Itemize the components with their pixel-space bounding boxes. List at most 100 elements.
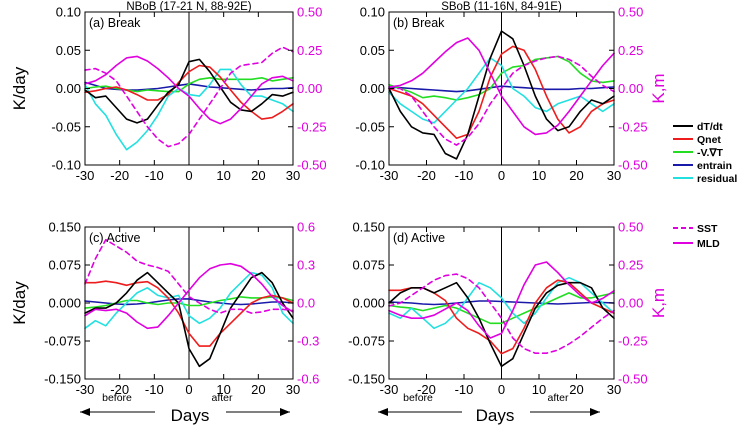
- y-left-tick-label: -0.150: [348, 372, 385, 387]
- y-left-tick-label: 0.075: [352, 258, 385, 273]
- legend-label-resid: residual: [697, 173, 737, 185]
- x-tick-label: 0: [498, 382, 505, 397]
- after-arrowhead-right: [590, 408, 600, 416]
- y-right-tick-label: -0.6: [297, 372, 319, 387]
- y-right-tick-label: 0.50: [618, 5, 643, 20]
- x-tick-label: 10: [216, 168, 230, 183]
- y-right-tick-label: -0.3: [297, 334, 319, 349]
- before-label-right: before: [403, 392, 433, 404]
- y-right-tick-label: 0.50: [618, 220, 643, 235]
- x-tick-label: -30: [380, 168, 399, 183]
- x-tick-label: 20: [251, 382, 265, 397]
- x-tick-label: 30: [607, 168, 621, 183]
- series-line-sst: [84, 46, 294, 148]
- x-tick-label: 20: [251, 168, 265, 183]
- before-label-left: before: [102, 392, 132, 404]
- series-line-adv: [388, 292, 615, 325]
- legend-label-sst: SST: [697, 223, 718, 235]
- y-right-tick-label: 0.3: [297, 258, 315, 273]
- series-line-dtdt: [388, 30, 615, 160]
- series-line-mld: [84, 55, 294, 125]
- after-arrowhead-left: [280, 408, 290, 416]
- before-arrowhead-left: [80, 408, 90, 416]
- series-line-resid: [84, 68, 294, 151]
- y-right-tick-label: 0.6: [297, 220, 315, 235]
- x-tick-label: 0: [185, 168, 192, 183]
- y-left-tick-label: 0.075: [48, 258, 81, 273]
- panel-title: NBoB (17-21 N, 88-92E): [126, 1, 251, 13]
- x-tick-label: -30: [76, 382, 95, 397]
- series-line-adv: [388, 55, 615, 101]
- x-tick-label: 10: [532, 168, 546, 183]
- y-right-tick-label: -0.50: [618, 372, 648, 387]
- days-label-right: Days: [476, 406, 515, 425]
- panel-label: (a) Break: [89, 16, 141, 30]
- y-right-tick-label: 0.25: [618, 43, 643, 58]
- y-axis-title-left: K/day: [10, 66, 29, 110]
- y-right-tick-label: -0.25: [297, 119, 327, 134]
- panel-3: -30 -20 -10 0 10 20 30 -0.150 -0.075 0.000 0.075 0.…: [10, 220, 319, 398]
- y-left-tick-label: -0.05: [355, 119, 385, 134]
- panel-title: SBoB (11-16N, 84-91E): [441, 1, 562, 13]
- legend-label-adv: -V.∇T: [697, 147, 723, 159]
- series-line-entrain: [388, 300, 615, 306]
- x-tick-label: -10: [145, 168, 164, 183]
- y-right-tick-label: -0.25: [618, 119, 648, 134]
- panel-4: -30 -20 -10 0 10 20 30 -0.150 -0.075 0.000 0.075 0.…: [348, 220, 668, 398]
- x-tick-label: 20: [569, 382, 583, 397]
- y-left-tick-label: 0.05: [56, 43, 81, 58]
- legend-label-mld: MLD: [697, 238, 720, 250]
- series-line-dtdt: [84, 58, 294, 124]
- y-left-tick-label: 0.150: [352, 220, 385, 235]
- panel-1: -30 -20 -10 0 10 20 30 -0.10 -0.05 0.00 0.05 0.10 -0…: [10, 1, 327, 183]
- panel-label: (c) Active: [89, 231, 140, 245]
- y-right-tick-label: 0.25: [618, 258, 643, 273]
- x-tick-label: -30: [380, 382, 399, 397]
- series-line-dtdt: [388, 281, 615, 368]
- series-line-resid: [388, 57, 615, 124]
- y-left-tick-label: -0.10: [355, 158, 385, 173]
- x-tick-label: 30: [607, 382, 621, 397]
- x-tick-label: -20: [417, 168, 436, 183]
- days-axis-label-right: Days before after: [378, 392, 600, 425]
- y-left-tick-label: -0.150: [44, 372, 81, 387]
- before-arrowhead-right: [378, 408, 388, 416]
- x-tick-label: -20: [110, 168, 129, 183]
- x-tick-label: -20: [110, 382, 129, 397]
- series-line-entrain: [388, 85, 615, 93]
- legend-label-dtdt: dT/dt: [697, 121, 723, 133]
- y-right-tick-label: -0.25: [618, 334, 648, 349]
- after-label-right: after: [547, 392, 569, 404]
- days-label-left: Days: [171, 406, 210, 425]
- y-left-tick-label: -0.075: [44, 334, 81, 349]
- y-axis-title-right: K,m: [649, 288, 668, 318]
- y-right-tick-label: 0.0: [297, 296, 315, 311]
- panel-label: (d) Active: [393, 231, 445, 245]
- y-axis-title-left: K/day: [10, 281, 29, 325]
- x-tick-label: -10: [145, 382, 164, 397]
- y-left-tick-label: 0.10: [360, 5, 385, 20]
- panel-2: -30 -20 -10 0 10 20 30 -0.10 -0.05 0.00 0.05 0.10 -0…: [355, 1, 668, 183]
- x-tick-label: 0: [185, 382, 192, 397]
- series-line-adv: [84, 77, 294, 93]
- series-line-qnet: [84, 64, 294, 120]
- series-line-sst: [388, 273, 615, 354]
- series-line-dtdt: [84, 271, 294, 368]
- series-line-sst: [84, 238, 294, 314]
- y-left-tick-label: 0.05: [360, 43, 385, 58]
- x-tick-label: 10: [216, 382, 230, 397]
- y-left-tick-label: -0.05: [51, 119, 81, 134]
- series-line-qnet: [388, 45, 615, 139]
- y-right-tick-label: 0.25: [297, 43, 322, 58]
- x-tick-label: 30: [286, 168, 300, 183]
- after-label-left: after: [211, 392, 233, 404]
- x-tick-label: -10: [455, 168, 474, 183]
- y-left-tick-label: 0.00: [360, 81, 385, 96]
- series-line-qnet: [84, 280, 294, 347]
- y-right-tick-label: -0.50: [618, 158, 648, 173]
- x-tick-label: -10: [455, 382, 474, 397]
- series-line-adv: [84, 296, 294, 309]
- y-left-tick-label: 0.000: [352, 296, 385, 311]
